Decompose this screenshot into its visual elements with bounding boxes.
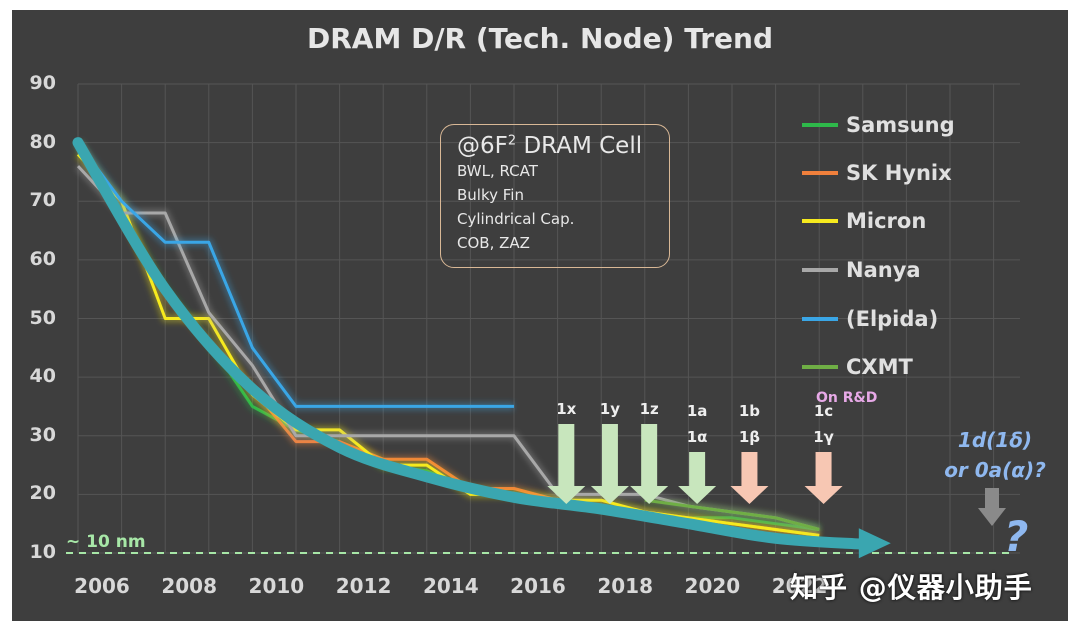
chart-title: DRAM D/R (Tech. Node) Trend xyxy=(307,22,773,55)
legend-item: Micron xyxy=(802,206,926,236)
node-label: 1z xyxy=(639,400,659,418)
callout-line: COB, ZAZ xyxy=(457,234,530,252)
x-tick-label: 2014 xyxy=(422,574,479,598)
node-down-arrow xyxy=(630,424,669,504)
future-down-arrow xyxy=(978,488,1006,526)
node-label: 1α xyxy=(686,428,708,446)
node-down-arrow xyxy=(730,452,769,504)
y-tick-label: 90 xyxy=(29,72,56,94)
legend-swatch xyxy=(802,268,838,272)
node-label: 1y xyxy=(599,400,621,418)
node-label: 1b xyxy=(738,402,761,420)
y-tick-label: 60 xyxy=(29,247,56,270)
y-tick-label: 50 xyxy=(29,306,56,329)
legend-item: SK Hynix xyxy=(802,158,952,188)
future-question-mark: ? xyxy=(1004,512,1029,561)
future-node-label-2: or 0a(α)? xyxy=(944,458,1046,482)
callout-line: Bulky Fin xyxy=(457,186,524,204)
node-label: 1x xyxy=(556,400,577,418)
y-tick-label: 10 xyxy=(29,541,56,563)
node-down-arrow xyxy=(804,452,843,504)
node-label: 1γ xyxy=(813,428,834,446)
series-line-elpida xyxy=(76,141,514,408)
legend-label: Samsung xyxy=(846,113,955,137)
x-tick-label: 2016 xyxy=(510,574,566,598)
x-tick-label: 2008 xyxy=(161,574,218,598)
legend-swatch xyxy=(802,219,838,223)
legend-item: Samsung xyxy=(802,110,955,140)
y-tick-label: 80 xyxy=(29,130,56,153)
y-tick-label: 20 xyxy=(29,482,56,505)
legend-swatch xyxy=(802,171,838,175)
node-down-arrow xyxy=(678,452,717,504)
series-line-cxmt xyxy=(644,498,820,531)
legend-label: SK Hynix xyxy=(846,161,952,185)
legend-item: Nanya xyxy=(802,255,921,285)
legend-label: Micron xyxy=(846,209,927,233)
y-tick-label: 30 xyxy=(29,423,56,446)
x-tick-label: 2012 xyxy=(335,574,392,598)
y-tick-label: 70 xyxy=(29,189,56,212)
future-node-label-1: 1d(1δ) xyxy=(957,428,1033,452)
node-label: 1a xyxy=(686,402,708,420)
x-tick-label: 2018 xyxy=(597,574,654,598)
cell-info-callout: @6F2 DRAM Cell BWL, RCAT Bulky Fin Cylin… xyxy=(440,124,670,268)
legend-item: (Elpida) xyxy=(802,304,938,334)
y-tick-label: 40 xyxy=(29,365,56,388)
legend-swatch xyxy=(802,317,838,321)
node-down-arrow xyxy=(547,424,586,504)
ten-nm-label: ~ 10 nm xyxy=(66,532,146,552)
x-tick-label: 2010 xyxy=(248,574,305,598)
node-down-arrow xyxy=(590,424,629,504)
callout-heading-base: @6F xyxy=(457,133,508,159)
legend-label: (Elpida) xyxy=(846,307,939,331)
node-label: 1c xyxy=(813,402,834,420)
legend-item: CXMT xyxy=(802,352,913,382)
legend-label: CXMT xyxy=(846,355,913,379)
rnd-label: On R&D xyxy=(816,390,878,406)
trend-arrowhead xyxy=(858,528,891,559)
legend-swatch xyxy=(802,365,838,369)
x-tick-label: 2006 xyxy=(74,574,130,598)
legend-label: Nanya xyxy=(846,258,921,282)
x-tick-label: 2022 xyxy=(771,574,828,598)
trend-curve xyxy=(72,137,869,550)
callout-heading-sup: 2 xyxy=(507,133,517,149)
callout-heading-rest: DRAM Cell xyxy=(516,133,643,159)
callout-line: BWL, RCAT xyxy=(457,162,538,180)
callout-heading: @6F2 DRAM Cell xyxy=(457,133,653,159)
watermark: 知乎 @仪器小助手 xyxy=(790,571,1033,604)
node-label: 1β xyxy=(738,428,761,446)
callout-line: Cylindrical Cap. xyxy=(457,210,575,228)
x-tick-label: 2020 xyxy=(684,574,741,598)
legend-swatch xyxy=(802,123,838,127)
